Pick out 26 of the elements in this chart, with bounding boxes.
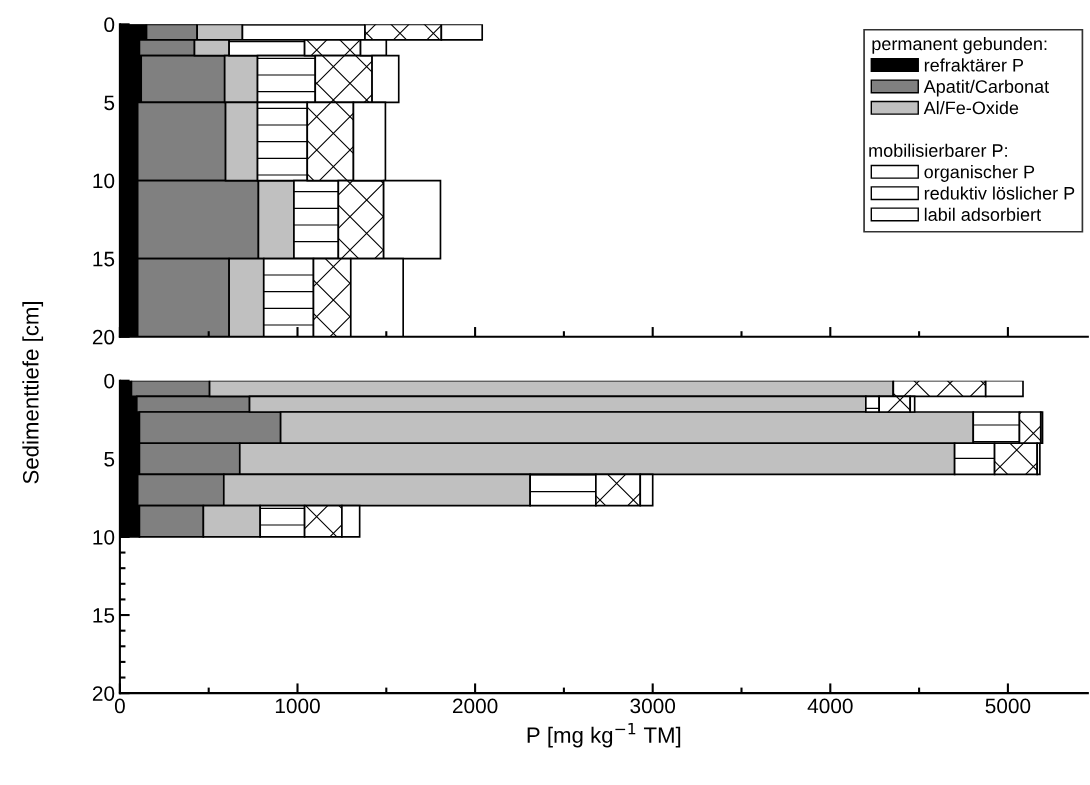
x-tick-label: 0 [114, 698, 125, 714]
legend-label: labil adsorbiert [924, 207, 1041, 221]
annotation: mobilisierbarer P: [869, 143, 1007, 157]
y-tick-label: 0 [104, 373, 115, 389]
y-tick-label: 0 [104, 17, 115, 33]
x-tick-label: 4000 [807, 698, 853, 714]
y-tick-label: 15 [93, 608, 115, 623]
x-axis-title: P [mg kg$^{−1}$ TM] [527, 722, 681, 748]
legend-label: refraktärer P [924, 58, 1024, 72]
legend-label: organischer P [924, 165, 1035, 182]
x-tick-label: 1000 [275, 698, 320, 714]
y-tick-label: 15 [93, 251, 115, 267]
x-tick-label: 3000 [630, 698, 676, 714]
legend-label: Apatit/Carbonat [923, 79, 1049, 97]
y-tick-label: 10 [93, 173, 115, 189]
legend-label: reduktiv löslicher P [924, 186, 1075, 200]
legend-title: permanent gebunden: [872, 36, 1047, 54]
y-axis-title: Sedimenttiefe [cm] [22, 302, 44, 484]
y-tick-label: 20 [92, 686, 115, 701]
y-tick-label: 5 [104, 452, 115, 467]
x-tick-label: 2000 [452, 698, 498, 714]
y-tick-label: 10 [93, 529, 115, 545]
legend-label: Al/Fe-Oxide [923, 101, 1019, 115]
x-tick-label: 5000 [985, 698, 1031, 714]
y-tick-label: 5 [104, 95, 115, 111]
y-tick-label: 20 [92, 329, 115, 345]
